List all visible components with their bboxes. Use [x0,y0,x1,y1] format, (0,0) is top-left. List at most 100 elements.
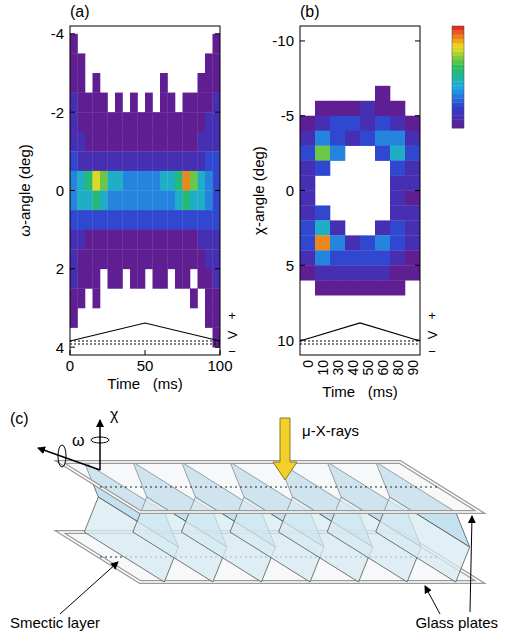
heat-cell [145,53,153,73]
plot-area [70,34,220,348]
heat-cell [375,176,390,191]
heat-cell [138,230,146,250]
heat-cell [123,249,131,269]
colorbar [452,26,464,128]
heat-cell [85,171,93,191]
heat-cell [405,280,420,295]
heat-cell [315,176,330,191]
heat-cell [93,230,101,250]
y-tick [415,265,420,266]
heat-cell [375,116,390,131]
y-tick [70,112,75,113]
heat-cell [175,210,183,230]
heat-cell [330,191,345,206]
heat-cell [375,250,390,265]
heat-cell [160,210,168,230]
heat-cell [300,71,315,86]
heat-cell [168,34,176,54]
heat-cell [85,34,93,54]
waveform-baseline [300,344,420,345]
waveform-minus: − [428,344,436,359]
waveform-triangle [70,323,220,341]
heat-cell [93,73,101,93]
heat-cell [93,112,101,132]
heat-cell [115,93,123,113]
heat-cell [123,230,131,250]
heat-cell [300,191,315,206]
heat-cell [315,295,330,310]
heat-cell [93,132,101,152]
heat-cell [190,151,198,171]
heat-cell [115,288,123,308]
colorbar-step [452,64,464,69]
heat-cell [85,230,93,250]
heat-cell [213,308,221,328]
heat-cell [138,249,146,269]
waveform-label: V [225,330,240,339]
y-tick-label: 5 [286,257,294,274]
heat-cell [93,151,101,171]
x-tick-label: 80 [390,360,406,376]
heat-cell [360,205,375,220]
heat-cell [205,171,213,191]
heat-cell [375,86,390,101]
heat-cell [70,230,78,250]
heat-cell [168,308,176,328]
heat-cell [130,112,138,132]
heat-cell [183,269,191,289]
heat-cell [198,93,206,113]
heat-cell [300,176,315,191]
colorbar-step [452,39,464,44]
x-tick-label: 40 [345,360,361,376]
heat-cell [205,210,213,230]
heat-cell [330,280,345,295]
heat-cell [213,34,221,54]
xray-arrow [273,418,297,480]
heat-cell [115,151,123,171]
heat-cell [360,220,375,235]
heat-cell [390,265,405,280]
heat-cell [130,34,138,54]
heat-cell [93,171,101,191]
heat-cell [93,53,101,73]
heat-cell [190,191,198,211]
heat-cell [138,269,146,289]
y-tick [300,340,305,341]
heat-cell [78,230,86,250]
omega-axis [38,448,100,470]
heat-cell [160,171,168,191]
heat-cell [375,205,390,220]
layer-leader [60,562,118,614]
heat-cell [213,269,221,289]
heat-cell [390,280,405,295]
panel-label: (a) [70,3,90,20]
heat-cell [70,171,78,191]
heat-cell [213,171,221,191]
x-tick-label: 0 [300,360,316,368]
colorbar-step [452,98,464,103]
heat-cell [93,288,101,308]
heat-cell [160,230,168,250]
heat-cell [360,295,375,310]
heat-cell [175,34,183,54]
heat-cell [330,101,345,116]
heat-cell [213,112,221,132]
heat-cell [390,71,405,86]
heat-cell [190,112,198,132]
y-tick-label: 4 [56,339,64,356]
heat-cell [130,288,138,308]
heat-cell [345,220,360,235]
heat-cell [168,191,176,211]
heat-cell [123,93,131,113]
heat-cell [168,210,176,230]
heat-cell [108,112,116,132]
heat-cell [138,112,146,132]
heat-cell [175,93,183,113]
heat-cell [145,112,153,132]
heat-cell [138,73,146,93]
heat-cell [375,161,390,176]
heat-cell [330,71,345,86]
heat-cell [93,308,101,328]
heat-cell [115,230,123,250]
heat-cell [390,250,405,265]
